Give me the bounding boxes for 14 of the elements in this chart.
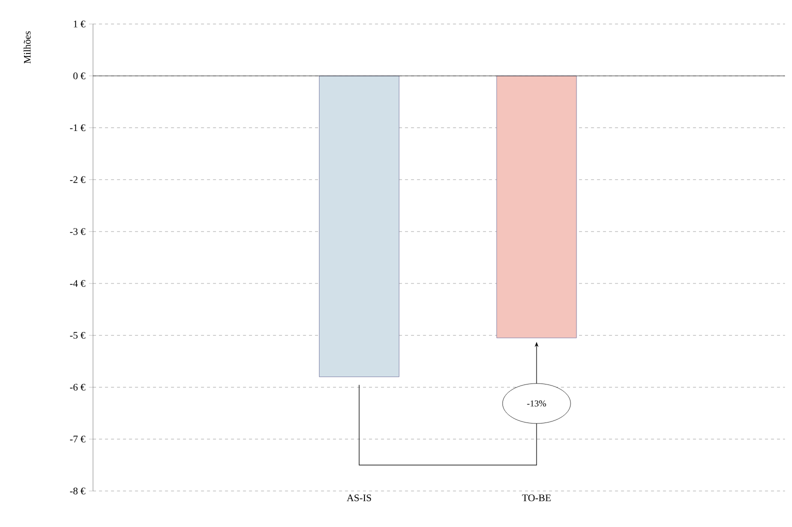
y-tick-label: -2 € [70, 176, 86, 184]
y-tick-label: -3 € [70, 228, 86, 235]
x-tick-label: TO-BE [522, 494, 551, 502]
y-tick-label: 0 € [73, 72, 86, 80]
y-tick-label: 1 € [74, 20, 86, 28]
y-tick-label: -8 € [70, 488, 86, 494]
y-axis-title: Milhões [24, 31, 31, 64]
y-tick-label: -7 € [70, 436, 86, 442]
y-tick-label: -6 € [70, 384, 86, 391]
y-tick-label: -4 € [70, 280, 86, 287]
y-tick-label: -5 € [70, 332, 86, 339]
x-tick-label: AS-IS [346, 494, 372, 502]
annotation: -13% [527, 400, 546, 407]
y-tick-label: -1 € [70, 124, 86, 132]
